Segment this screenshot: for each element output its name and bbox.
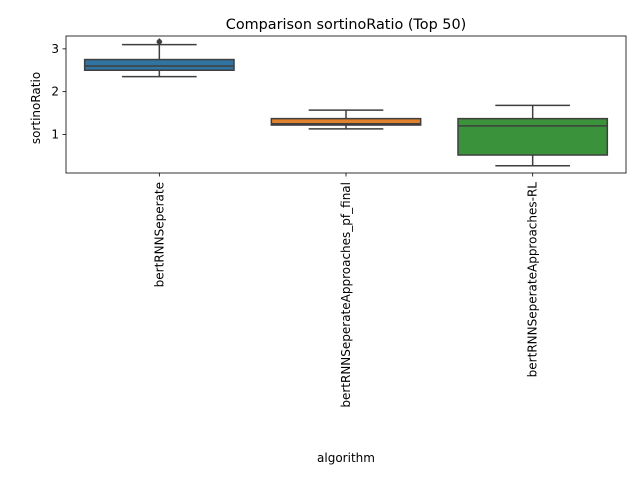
x-tick-label: bertRNNSeperate [152, 182, 166, 287]
box-group [270, 109, 422, 130]
x-tick-label: bertRNNSeperateApproaches_pf_final [339, 182, 353, 408]
outlier-point [156, 38, 163, 45]
box-group [457, 104, 609, 167]
box [457, 117, 609, 156]
x-axis-label: algorithm [317, 451, 375, 465]
x-axis: bertRNNSeperate bertRNNSeperateApproaches… [152, 173, 540, 408]
y-tick-label: 2 [51, 85, 59, 99]
box-group [83, 38, 235, 78]
box [270, 117, 422, 126]
y-axis-label: sortinoRatio [29, 72, 43, 144]
y-tick-label: 1 [51, 127, 59, 141]
y-axis: 1 2 3 [51, 42, 66, 141]
box [83, 58, 235, 71]
x-tick-label: bertRNNSeperateApproaches-RL [526, 182, 540, 378]
y-tick-label: 3 [51, 42, 59, 56]
plot-area [65, 35, 627, 174]
chart-title: Comparison sortinoRatio (Top 50) [226, 17, 466, 33]
